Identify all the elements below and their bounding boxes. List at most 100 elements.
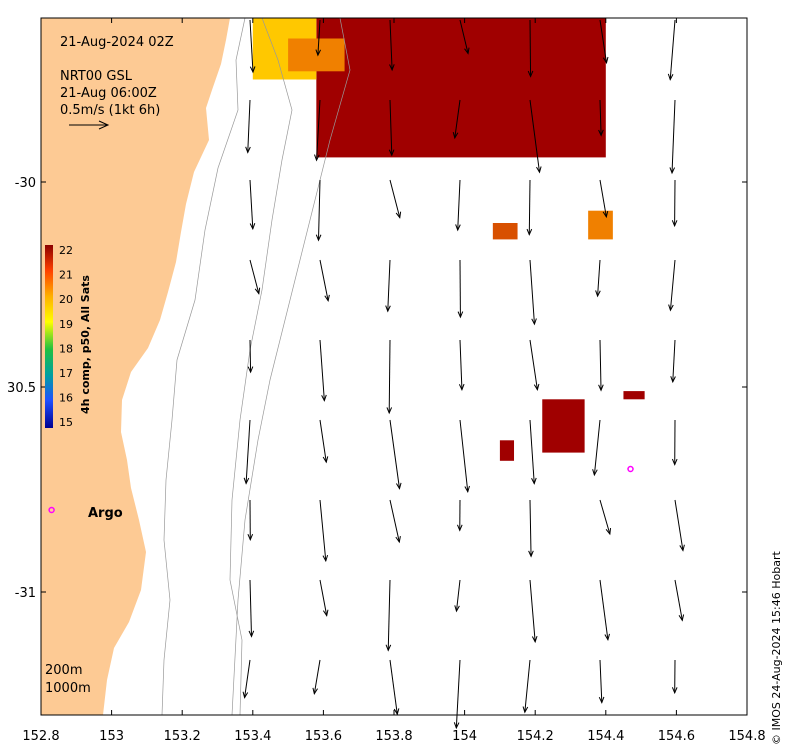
current-vector (249, 179, 256, 231)
colorbar-tick-label: 22 (59, 244, 73, 257)
current-vector (457, 499, 463, 532)
colorbar-tick-label: 20 (59, 293, 73, 306)
current-vector (529, 579, 538, 644)
current-vector (312, 659, 321, 695)
argo-marker (627, 465, 634, 473)
current-vector (454, 579, 461, 613)
current-vector (459, 419, 470, 493)
scale-label: 0.5m/s (1kt 6h) (60, 103, 160, 118)
colorbar-tick-label: 15 (59, 416, 73, 429)
current-vector (599, 579, 610, 641)
sst-patch (588, 210, 613, 240)
legend-1000m: 1000m (45, 681, 91, 696)
current-vector (386, 339, 393, 415)
current-vector (670, 339, 676, 384)
y-tick-label: -31 (15, 586, 36, 601)
current-vector (671, 179, 678, 228)
current-vector (599, 499, 612, 536)
argo-layer (48, 465, 634, 514)
colorbar-tick-label: 16 (59, 392, 73, 405)
current-vector (455, 179, 461, 232)
current-vector (319, 259, 330, 302)
current-vector (526, 179, 533, 236)
current-vector (522, 659, 531, 714)
x-tick-label: 154.4 (587, 729, 624, 744)
current-vector (599, 179, 609, 219)
contour-1000m (229, 17, 293, 716)
current-vector (598, 659, 605, 704)
current-vector (671, 659, 678, 695)
colorbar: 22 21 20 19 18 17 16 15 4h comp, p50, All Sats (45, 244, 92, 429)
x-tick-label: 154.2 (517, 729, 554, 744)
current-vector (458, 339, 465, 392)
current-vector (667, 19, 676, 81)
current-vector (319, 419, 329, 464)
current-vector (388, 99, 395, 157)
sst-layer (252, 18, 645, 461)
current-vector (592, 419, 601, 477)
current-vector (452, 99, 461, 140)
current-vector (248, 579, 255, 638)
current-vector (598, 99, 604, 137)
current-vector (247, 339, 254, 374)
current-vector (249, 19, 256, 74)
current-vector (528, 499, 534, 558)
current-vector (389, 179, 402, 219)
current-vector (595, 259, 601, 298)
current-vector (529, 339, 540, 392)
sst-patch (499, 440, 515, 461)
current-vector (669, 99, 676, 175)
current-vector (245, 99, 251, 154)
colorbar-tick-label: 19 (59, 318, 73, 331)
x-tick-label: 154.8 (728, 729, 765, 744)
current-vector (674, 579, 685, 622)
timestamp-label: 21-Aug-2024 02Z (60, 35, 174, 50)
current-time-label: 21-Aug 06:00Z (60, 86, 157, 101)
y-axis: -30 30.5 -31 (7, 176, 747, 601)
current-vector (389, 19, 395, 72)
current-vector (315, 19, 322, 57)
x-axis: 152.8 153 153.2 153.4 153.6 153.8 154 154.2 154.… (22, 18, 766, 744)
argo-label: Argo (88, 506, 123, 521)
current-vector (242, 659, 251, 699)
current-vector (529, 259, 537, 326)
current-vector (243, 419, 251, 485)
current-vector (315, 179, 322, 242)
current-vector (389, 659, 400, 716)
current-vector (598, 339, 604, 392)
current-vector (389, 499, 401, 544)
contours (161, 17, 351, 716)
y-tick-label: 30.5 (7, 381, 36, 396)
x-tick-label: 153 (99, 729, 124, 744)
x-tick-label: 154 (452, 729, 477, 744)
scale-arrow (69, 120, 110, 130)
current-vector (674, 499, 685, 552)
current-vector (529, 419, 537, 485)
y-tick-label: -30 (15, 176, 36, 191)
contour-deep-1 (231, 17, 351, 716)
colorbar-tick-label: 18 (59, 342, 73, 355)
current-vector (599, 19, 609, 65)
current-vector (668, 259, 676, 312)
current-vector (385, 259, 391, 313)
current-vector (453, 659, 461, 730)
colorbar-tick-label: 21 (59, 269, 73, 282)
current-product-label: NRT00 GSL (60, 69, 133, 84)
land-mass (41, 18, 230, 715)
current-vector (249, 259, 261, 295)
x-tick-label: 153.2 (164, 729, 201, 744)
current-vector (457, 259, 464, 319)
current-vector (385, 579, 392, 652)
argo-marker (48, 506, 55, 514)
sst-patch (623, 391, 645, 400)
credit-label: © IMOS 24-Aug-2024 15:46 Hobart (770, 551, 783, 745)
sst-patch (288, 38, 345, 72)
current-vector (389, 419, 402, 490)
colorbar-tick-label: 17 (59, 367, 73, 380)
current-vector (247, 499, 254, 541)
sst-patch (492, 223, 518, 240)
current-vector (671, 419, 678, 466)
x-tick-label: 153.8 (375, 729, 412, 744)
sst-patch (542, 399, 585, 453)
